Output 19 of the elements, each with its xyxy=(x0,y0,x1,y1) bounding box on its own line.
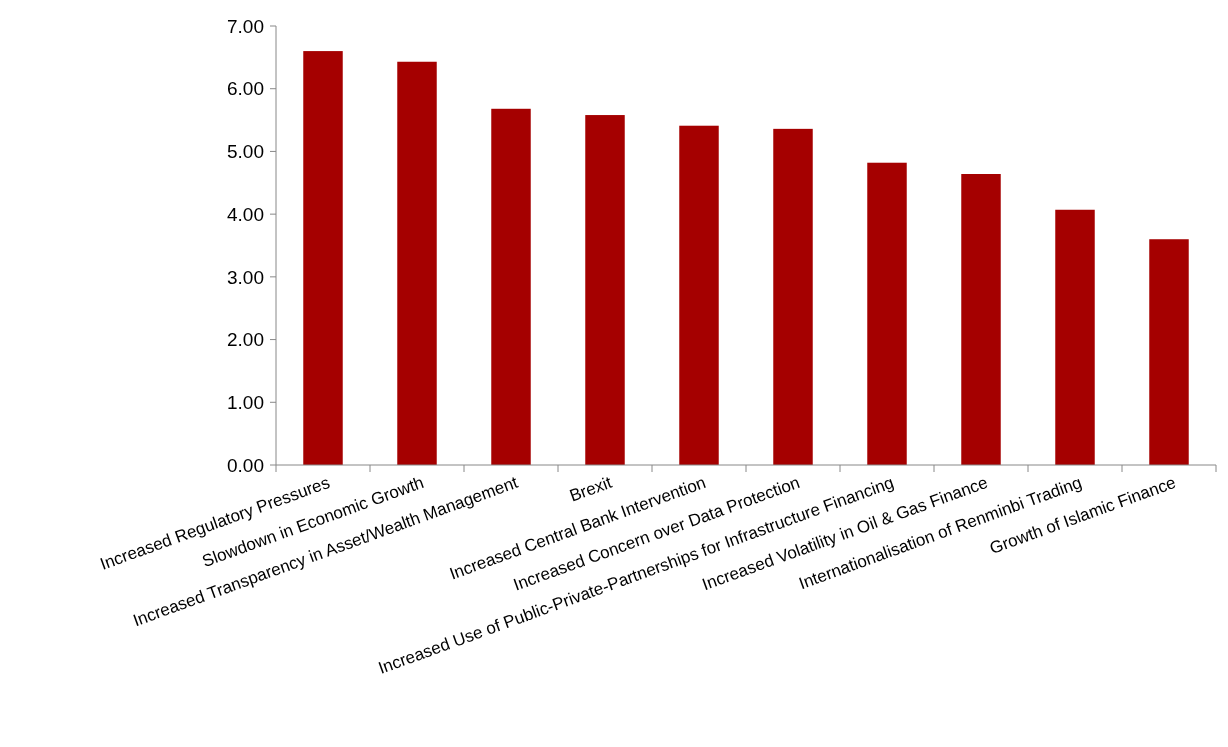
x-tick-label: Brexit xyxy=(567,472,615,506)
y-tick-label: 0.00 xyxy=(227,454,264,476)
y-tick-label: 7.00 xyxy=(227,15,264,37)
y-tick-label: 6.00 xyxy=(227,78,264,100)
bar xyxy=(491,108,531,465)
bar xyxy=(867,162,907,465)
bar xyxy=(679,125,719,465)
y-tick-label: 3.00 xyxy=(227,266,264,288)
y-tick-label: 5.00 xyxy=(227,141,264,163)
bar xyxy=(1149,239,1189,465)
bar xyxy=(773,128,813,465)
y-tick-label: 2.00 xyxy=(227,329,264,351)
y-tick-label: 4.00 xyxy=(227,203,264,225)
bar xyxy=(1055,209,1095,465)
bar xyxy=(961,174,1001,465)
bar xyxy=(585,115,625,465)
bar xyxy=(303,51,343,465)
y-tick-label: 1.00 xyxy=(227,391,264,413)
bar xyxy=(397,61,437,465)
